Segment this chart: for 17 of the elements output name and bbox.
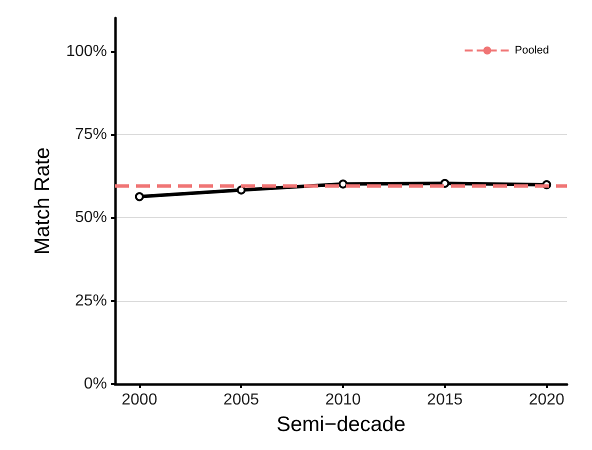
x-tick-label: 2005 bbox=[223, 392, 260, 408]
y-tick-label: 50% bbox=[74, 209, 107, 226]
point bbox=[338, 180, 348, 189]
y-tick-label: 0% bbox=[84, 376, 107, 392]
legend-label: Pooled bbox=[514, 44, 550, 56]
y-tick-label: 75% bbox=[74, 126, 107, 143]
point bbox=[134, 192, 144, 202]
point bbox=[440, 178, 450, 188]
x-axis-title: Semi−decade bbox=[276, 413, 406, 436]
x-tick-label: 2000 bbox=[122, 392, 158, 408]
x-tick-label: 2010 bbox=[325, 392, 361, 408]
y-tick-label: 25% bbox=[74, 292, 107, 310]
x-tick-label: 2015 bbox=[427, 392, 463, 408]
y-tick-label: 100% bbox=[66, 42, 107, 60]
point bbox=[236, 186, 246, 195]
x-tick-label: 2020 bbox=[528, 392, 565, 408]
y-axis-title: Match Rate bbox=[31, 147, 54, 255]
